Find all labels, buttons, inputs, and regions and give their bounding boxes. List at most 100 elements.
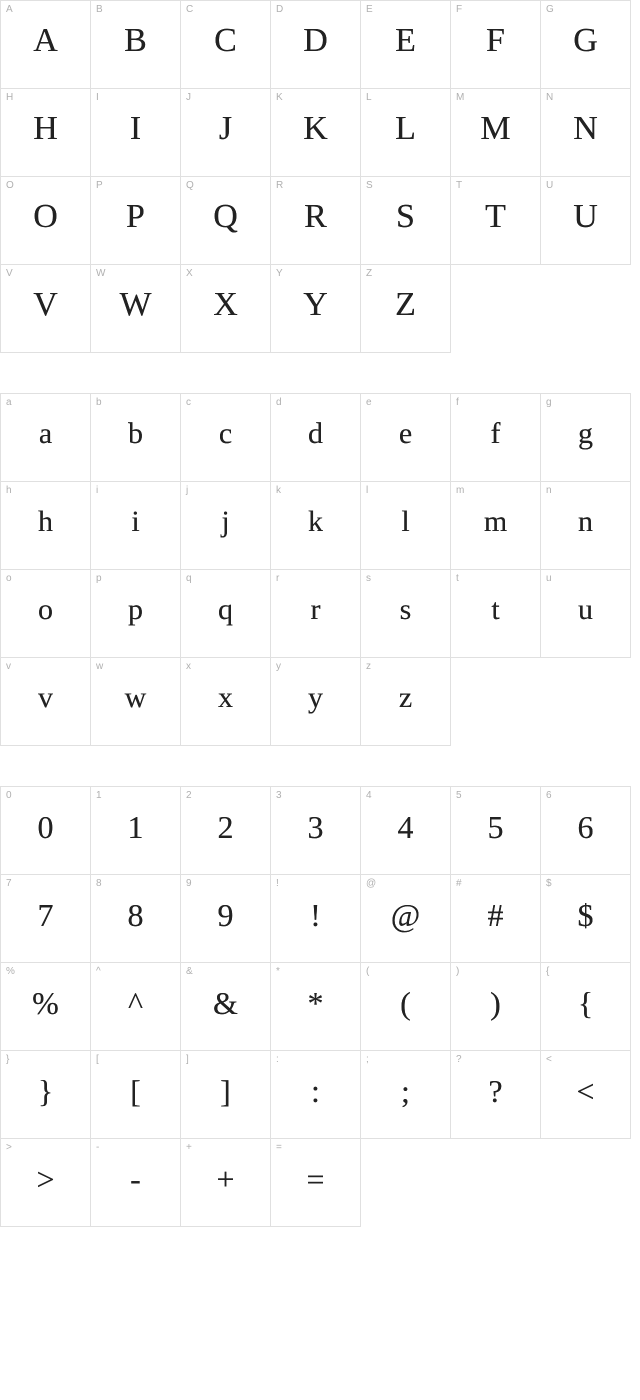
glyph: I <box>130 112 141 146</box>
glyph-cell: jj <box>181 482 271 570</box>
glyph: } <box>38 1075 53 1107</box>
glyph-cell: UU <box>541 177 631 265</box>
glyph: ) <box>490 987 501 1019</box>
glyph-cell: BB <box>91 1 181 89</box>
glyph: h <box>38 507 53 537</box>
glyph: f <box>491 419 501 449</box>
glyph: P <box>126 200 145 234</box>
glyph-cell: hh <box>1 482 91 570</box>
glyph-cell: LL <box>361 89 451 177</box>
empty-cell <box>451 265 541 353</box>
glyph-label: # <box>456 879 462 889</box>
glyph: S <box>396 200 415 234</box>
glyph-label: w <box>96 662 103 672</box>
glyph-cell: :: <box>271 1051 361 1139</box>
glyph-cell: kk <box>271 482 361 570</box>
glyph-cell: nn <box>541 482 631 570</box>
glyph: 8 <box>128 899 144 931</box>
glyph-label: * <box>276 967 280 977</box>
glyph: C <box>214 24 237 58</box>
glyph: l <box>401 507 409 537</box>
empty-cell <box>541 265 631 353</box>
glyph: Q <box>213 200 238 234</box>
glyph-grid: 00112233445566778899!!@@##$$%%^^&&**(())… <box>0 786 631 1227</box>
glyph: M <box>480 112 510 146</box>
glyph-label: 5 <box>456 791 462 801</box>
glyph-cell: mm <box>451 482 541 570</box>
glyph: R <box>304 200 327 234</box>
glyph-label: u <box>546 574 552 584</box>
glyph-cell: tt <box>451 570 541 658</box>
glyph-label: b <box>96 398 102 408</box>
glyph-label: } <box>6 1055 9 1065</box>
glyph-cell: GG <box>541 1 631 89</box>
glyph-label: X <box>186 269 193 279</box>
glyph: a <box>39 419 52 449</box>
glyph-cell: CC <box>181 1 271 89</box>
glyph-cell: QQ <box>181 177 271 265</box>
glyph: [ <box>130 1075 141 1107</box>
glyph: & <box>213 987 238 1019</box>
glyph-cell: PP <box>91 177 181 265</box>
glyph: X <box>213 288 238 322</box>
glyph-cell: OO <box>1 177 91 265</box>
glyph-label: I <box>96 93 99 103</box>
glyph: o <box>38 595 53 625</box>
glyph-label: [ <box>96 1055 99 1065</box>
glyph: 6 <box>578 811 594 843</box>
glyph-label: ^ <box>96 967 101 977</box>
glyph: F <box>486 24 505 58</box>
glyph: @ <box>391 899 420 931</box>
glyph-cell: -- <box>91 1139 181 1227</box>
glyph-cell: }} <box>1 1051 91 1139</box>
font-specimen: AABBCCDDEEFFGGHHIIJJKKLLMMNNOOPPQQRRSSTT… <box>0 0 640 1227</box>
glyph-cell: pp <box>91 570 181 658</box>
glyph-cell: HH <box>1 89 91 177</box>
glyph-grid: aabbccddeeffgghhiijjkkllmmnnooppqqrrsstt… <box>0 393 631 746</box>
glyph: j <box>221 507 229 537</box>
glyph-label: ) <box>456 967 459 977</box>
empty-cell <box>361 1139 451 1227</box>
glyph-cell: JJ <box>181 89 271 177</box>
glyph: J <box>219 112 232 146</box>
glyph-label: B <box>96 5 103 15</box>
glyph-label: D <box>276 5 283 15</box>
glyph: H <box>33 112 58 146</box>
glyph: 7 <box>38 899 54 931</box>
glyph-cell: II <box>91 89 181 177</box>
glyph-label: J <box>186 93 191 103</box>
glyph: ] <box>220 1075 231 1107</box>
glyph: = <box>306 1163 324 1195</box>
section-lowercase: aabbccddeeffgghhiijjkkllmmnnooppqqrrsstt… <box>0 393 640 746</box>
glyph-label: r <box>276 574 279 584</box>
glyph: G <box>573 24 598 58</box>
glyph: 2 <box>218 811 234 843</box>
glyph-label: < <box>546 1055 552 1065</box>
glyph-label: K <box>276 93 283 103</box>
glyph-cell: xx <box>181 658 271 746</box>
glyph-label: n <box>546 486 552 496</box>
glyph-label: h <box>6 486 12 496</box>
glyph: i <box>131 507 139 537</box>
glyph-cell: 55 <box>451 787 541 875</box>
glyph: d <box>308 419 323 449</box>
glyph: < <box>576 1075 594 1107</box>
glyph: 3 <box>308 811 324 843</box>
glyph: q <box>218 595 233 625</box>
glyph: x <box>218 683 233 713</box>
glyph-label: P <box>96 181 103 191</box>
glyph: : <box>311 1075 320 1107</box>
glyph-label: ; <box>366 1055 369 1065</box>
glyph-label: z <box>366 662 371 672</box>
glyph-cell: )) <box>451 963 541 1051</box>
glyph-cell: << <box>541 1051 631 1139</box>
glyph: V <box>33 288 58 322</box>
glyph-label: & <box>186 967 193 977</box>
glyph-cell: ee <box>361 394 451 482</box>
glyph: 0 <box>38 811 54 843</box>
glyph: 9 <box>218 899 234 931</box>
glyph-cell: ** <box>271 963 361 1051</box>
glyph-cell: ll <box>361 482 451 570</box>
glyph-label: v <box>6 662 11 672</box>
glyph-label: k <box>276 486 281 496</box>
